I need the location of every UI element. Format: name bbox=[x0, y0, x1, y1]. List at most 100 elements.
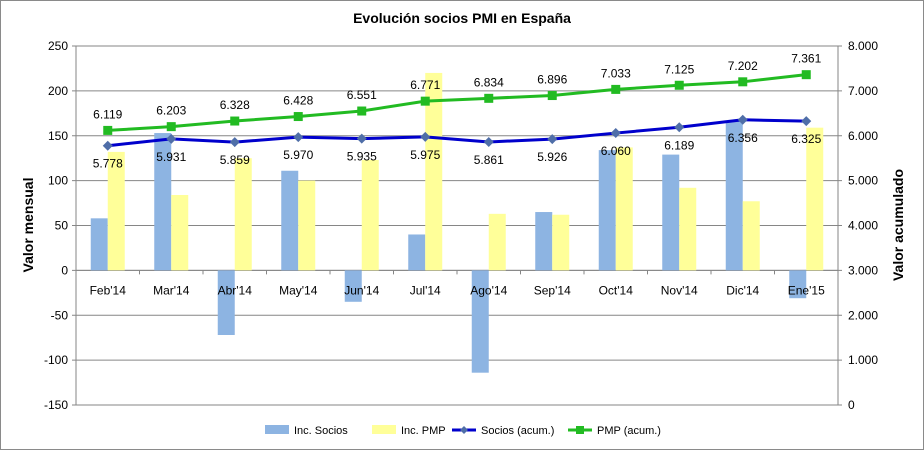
x-tick-label: Ago'14 bbox=[470, 283, 507, 297]
data-label: 5.926 bbox=[537, 150, 567, 164]
x-tick-label: Jun'14 bbox=[344, 283, 379, 297]
bar bbox=[598, 150, 616, 271]
y2-tick-label: 1.000 bbox=[848, 353, 878, 367]
data-label: 7.202 bbox=[728, 59, 758, 73]
bar bbox=[344, 270, 362, 302]
x-tick-label: Nov'14 bbox=[661, 283, 698, 297]
y2-tick-label: 3.000 bbox=[848, 263, 878, 277]
data-label: 6.551 bbox=[347, 88, 377, 102]
line-point bbox=[801, 70, 811, 80]
data-label: 7.125 bbox=[664, 62, 694, 76]
bar bbox=[552, 214, 570, 271]
data-label: 5.931 bbox=[156, 150, 186, 164]
y2-tick-label: 4.000 bbox=[848, 219, 878, 233]
chart-title: Evolución socios PMI en España bbox=[353, 10, 571, 26]
y2-tick-label: 8.000 bbox=[848, 39, 878, 53]
line-point bbox=[737, 114, 748, 125]
x-tick-label: Feb'14 bbox=[90, 283, 127, 297]
y-tick-label: 0 bbox=[61, 263, 68, 277]
data-label: 6.119 bbox=[93, 107, 122, 121]
data-label: 6.189 bbox=[664, 138, 694, 152]
line-point bbox=[166, 133, 177, 144]
y-tick-label: -100 bbox=[44, 353, 68, 367]
legend-label: Socios (acum.) bbox=[481, 425, 554, 437]
y-tick-label: -50 bbox=[51, 308, 69, 322]
data-label: 6.328 bbox=[220, 98, 250, 112]
series-line bbox=[107, 118, 807, 148]
line-point bbox=[420, 131, 431, 142]
line-point bbox=[611, 84, 621, 94]
y2-tick-label: 2.000 bbox=[848, 308, 878, 322]
y2-tick-label: 0 bbox=[848, 398, 855, 412]
bar bbox=[154, 133, 172, 271]
series-line bbox=[107, 73, 807, 132]
bar bbox=[107, 151, 125, 271]
legend-swatch bbox=[265, 425, 289, 434]
y2-tick-label: 5.000 bbox=[848, 174, 878, 188]
line-point bbox=[357, 106, 367, 116]
y-tick-label: -150 bbox=[44, 398, 68, 412]
line-point bbox=[674, 80, 684, 90]
bar bbox=[281, 170, 299, 271]
data-label: 5.778 bbox=[93, 157, 123, 171]
x-tick-label: May'14 bbox=[279, 283, 318, 297]
bar bbox=[742, 201, 760, 271]
data-label: 7.033 bbox=[601, 66, 631, 80]
y-tick-label: 200 bbox=[48, 84, 68, 98]
bar bbox=[789, 270, 807, 299]
bar bbox=[535, 212, 553, 271]
data-label: 6.203 bbox=[156, 104, 186, 118]
data-label: 5.970 bbox=[283, 148, 313, 162]
data-label: 6.834 bbox=[474, 75, 504, 89]
line-point bbox=[738, 77, 748, 87]
bar bbox=[488, 213, 506, 271]
y-tick-label: 150 bbox=[48, 129, 68, 143]
line-point bbox=[674, 122, 685, 133]
y2-tick-label: 6.000 bbox=[848, 129, 878, 143]
bar bbox=[806, 127, 824, 271]
line-point bbox=[293, 112, 303, 122]
data-label: 5.975 bbox=[410, 148, 440, 162]
data-label: 5.861 bbox=[474, 153, 504, 167]
x-tick-label: Oct'14 bbox=[599, 283, 634, 297]
line-point bbox=[166, 122, 176, 132]
x-tick-label: Ene'15 bbox=[788, 283, 825, 297]
data-label: 6.060 bbox=[601, 144, 631, 158]
line-point bbox=[229, 137, 240, 148]
bar bbox=[298, 180, 316, 271]
legend-marker bbox=[460, 426, 468, 434]
bar bbox=[217, 270, 235, 335]
bar bbox=[425, 72, 443, 271]
data-label: 5.859 bbox=[220, 153, 250, 167]
bar bbox=[234, 158, 252, 271]
y-tick-label: 100 bbox=[48, 174, 68, 188]
line-point bbox=[356, 133, 367, 144]
line-point bbox=[483, 136, 494, 147]
line-point bbox=[230, 116, 240, 126]
line-point bbox=[547, 91, 557, 101]
x-tick-label: Dic'14 bbox=[726, 283, 759, 297]
bar bbox=[90, 218, 108, 271]
legend-label: PMP (acum.) bbox=[597, 425, 661, 437]
data-label: 6.325 bbox=[791, 132, 821, 146]
y2-tick-label: 7.000 bbox=[848, 84, 878, 98]
data-label: 6.428 bbox=[283, 94, 313, 108]
bar bbox=[615, 147, 633, 271]
bar bbox=[471, 270, 489, 373]
line-point bbox=[547, 134, 558, 145]
line-point bbox=[293, 132, 304, 143]
x-tick-label: Mar'14 bbox=[153, 283, 190, 297]
data-label: 6.896 bbox=[537, 73, 567, 87]
line-point bbox=[420, 96, 430, 106]
line-point bbox=[484, 93, 494, 103]
bar bbox=[662, 154, 680, 271]
legend-label: Inc. PMP bbox=[401, 425, 446, 437]
data-label: 6.771 bbox=[410, 78, 440, 92]
line-point bbox=[610, 128, 621, 139]
legend-label: Inc. Socios bbox=[294, 425, 348, 437]
bar bbox=[408, 234, 426, 271]
legend-swatch bbox=[372, 425, 396, 434]
line-point bbox=[103, 125, 113, 135]
x-tick-label: Jul'14 bbox=[410, 283, 441, 297]
